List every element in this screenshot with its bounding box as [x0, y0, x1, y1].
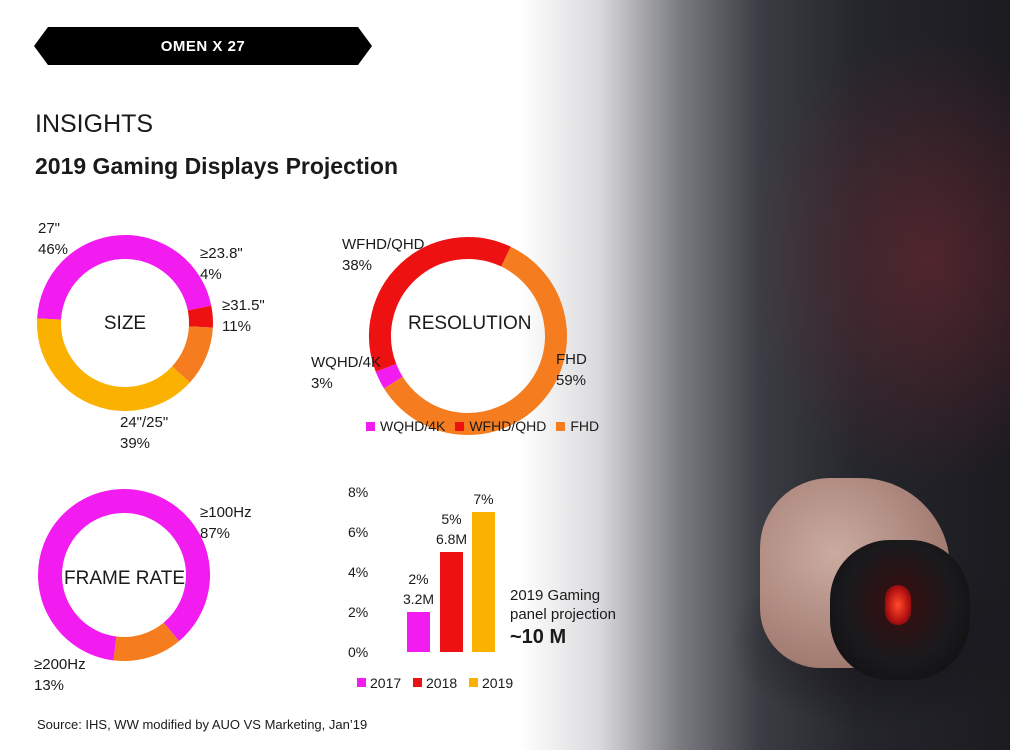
res-label-wfhd-pct: 38%: [342, 257, 373, 274]
frame-rate-donut-chart: [38, 489, 210, 661]
legend-item-wfhd: WFHD/QHD: [455, 418, 546, 434]
frame-rate-center-label: FRAME RATE: [64, 568, 186, 589]
legend-swatch: [455, 421, 465, 431]
fps-label-200-pct: 13%: [34, 677, 65, 694]
size-label-24-25-pct: 39%: [120, 435, 151, 452]
bar-2018: [440, 552, 463, 652]
donut-slice-1: [369, 237, 511, 372]
resolution-donut-chart: [369, 237, 567, 435]
res-label-wqhd-pct: 3%: [311, 375, 333, 392]
resolution-legend: WQHD/4K WFHD/QHD FHD: [366, 418, 609, 434]
legend-label: WFHD/QHD: [469, 418, 547, 434]
res-label-fhd-pct: 59%: [556, 372, 587, 389]
fps-label-200-name: ≥200Hz: [34, 656, 86, 673]
fps-label-200: ≥200Hz 13%: [34, 654, 86, 696]
size-label-27-pct: 46%: [38, 241, 69, 258]
legend-swatch: [413, 678, 422, 687]
legend-swatch: [357, 678, 366, 687]
size-label-23-8-pct: 4%: [200, 266, 222, 283]
bar-data-label: 7%: [473, 491, 493, 507]
size-label-31-5: ≥31.5" 11%: [222, 295, 265, 337]
y-tick-label: 0%: [348, 644, 368, 660]
fps-label-100-pct: 87%: [200, 525, 231, 542]
page-title: 2019 Gaming Displays Projection: [35, 153, 399, 179]
legend-label-2017: 2017: [370, 675, 401, 691]
bar-data-label: 3.2M: [403, 591, 434, 607]
donut-slice-0: [375, 363, 403, 389]
donut-slice-1: [113, 622, 180, 661]
fps-label-100: ≥100Hz 87%: [200, 502, 252, 544]
res-label-wqhd-name: WQHD/4K: [311, 354, 382, 371]
size-label-27: 27" 46%: [38, 218, 68, 260]
legend-label-2018: 2018: [426, 675, 457, 691]
legend-label: FHD: [570, 418, 600, 434]
bar-data-label: 6.8M: [436, 531, 467, 547]
size-label-31-5-name: ≥31.5": [222, 297, 265, 314]
legend-swatch: [469, 678, 478, 687]
mouse-light: [885, 585, 911, 625]
donut-slice-3: [37, 318, 190, 411]
res-label-wfhd-name: WFHD/QHD: [342, 236, 425, 253]
donut-slice-0: [38, 489, 210, 661]
donut-slice-2: [384, 246, 567, 435]
res-label-wqhd: WQHD/4K 3%: [311, 352, 381, 394]
size-label-23-8-name: ≥23.8": [200, 245, 243, 262]
projection-label-line1: 2019 Gaming: [510, 587, 601, 604]
bar-data-label: 5%: [441, 511, 461, 527]
header-banner: OMEN X 27: [34, 27, 372, 65]
fps-label-100-name: ≥100Hz: [200, 504, 252, 521]
projection-label-line2: panel projection: [510, 606, 616, 623]
legend-label: WQHD/4K: [380, 418, 446, 434]
res-label-wfhd: WFHD/QHD 38%: [342, 234, 425, 276]
bar-2019: [472, 512, 495, 652]
legend-item-fhd: FHD: [556, 418, 599, 434]
projection-value: ~10 M: [510, 626, 567, 648]
donut-slice-2: [171, 325, 213, 383]
res-label-fhd-name: FHD: [556, 351, 587, 368]
size-label-23-8: ≥23.8" 4%: [200, 243, 243, 285]
y-tick-label: 6%: [348, 524, 368, 540]
legend-swatch: [556, 421, 566, 431]
size-label-27-name: 27": [38, 220, 61, 237]
y-tick-label: 4%: [348, 564, 368, 580]
banner-title: OMEN X 27: [160, 37, 246, 55]
size-donut-chart: [37, 235, 213, 411]
size-label-31-5-pct: 11%: [222, 318, 251, 335]
legend-swatch: [366, 421, 375, 431]
donut-slice-0: [37, 235, 212, 321]
res-label-fhd: FHD 59%: [556, 349, 587, 391]
source-note: Source: IHS, WW modified by AUO VS Marke…: [37, 717, 368, 732]
resolution-center-label: RESOLUTION: [408, 313, 532, 334]
projection-label: 2019 Gaming panel projection: [510, 586, 616, 624]
bar-data-label: 2%: [408, 571, 428, 587]
donut-slice-1: [187, 305, 213, 328]
legend-label-2019: 2019: [482, 675, 513, 691]
y-tick-label: 8%: [348, 484, 368, 500]
size-label-24-25: 24"/25" 39%: [120, 412, 168, 454]
size-center-label: SIZE: [103, 313, 147, 334]
section-heading: INSIGHTS: [35, 110, 154, 138]
gaming-panel-bar-chart: 0% 2% 4% 6% 8% 2% 3.2M 5% 6.8M 7% 2017 2018 2019: [348, 484, 513, 691]
size-label-24-25-name: 24"/25": [120, 414, 169, 431]
legend-item-wqhd: WQHD/4K: [366, 418, 445, 434]
y-tick-label: 2%: [348, 604, 368, 620]
bar-2017: [407, 612, 430, 652]
